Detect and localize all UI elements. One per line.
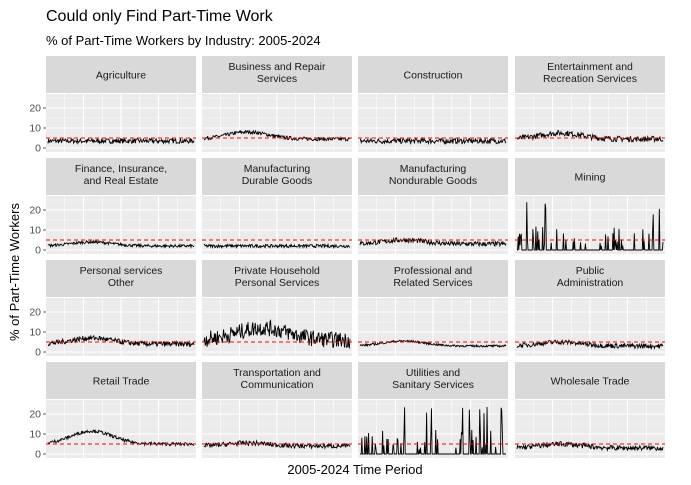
y-tick-label: 20 <box>29 307 41 319</box>
facet-label-wholesale-trade-0: Wholesale Trade <box>551 376 630 388</box>
facet-label-public-administration-0: Public <box>576 265 605 277</box>
facet-strip-business-and-repair-services <box>202 56 352 93</box>
series-line-personal-services-other <box>47 334 195 348</box>
facet-label-entertainment-and-recreation-services-0: Entertainment and <box>547 61 633 73</box>
y-tick-label: 10 <box>29 123 41 135</box>
facet-label-transportation-and-communication-0: Transportation and <box>233 367 321 379</box>
series-line-professional-and-related-services <box>359 339 507 348</box>
facet-strip-public-administration <box>515 260 665 297</box>
facet-strip-personal-services-other <box>46 260 196 297</box>
facet-label-personal-services-other-0: Personal services <box>80 265 163 277</box>
y-axis-title: % of Part-Time Workers <box>7 203 22 341</box>
y-tick-label: 20 <box>29 409 41 421</box>
facet-strip-private-household-personal-services <box>202 260 352 297</box>
facet-strip-utilities-and-sanitary-services <box>358 362 508 399</box>
series-line-construction <box>359 136 507 146</box>
chart-title: Could only Find Part-Time Work <box>46 8 273 25</box>
facet-strip-manufacturing-durable-goods <box>202 158 352 195</box>
facet-strip-finance-insurance-and-real-estate <box>46 158 196 195</box>
facet-label-manufacturing-durable-goods-0: Manufacturing <box>244 163 311 175</box>
y-tick-label: 20 <box>29 103 41 115</box>
facet-label-agriculture-0: Agriculture <box>96 70 146 82</box>
facet-strip-construction <box>358 56 508 93</box>
facet-label-mining-0: Mining <box>575 172 606 184</box>
facet-strip-wholesale-trade <box>515 362 665 399</box>
y-tick-label: 10 <box>29 429 41 441</box>
facet-strip-professional-and-related-services <box>358 260 508 297</box>
facet-label-manufacturing-nondurable-goods-0: Manufacturing <box>400 163 467 175</box>
series-line-agriculture <box>47 137 195 145</box>
y-tick-label: 0 <box>35 245 41 257</box>
facet-label-business-and-repair-services-0: Business and Repair <box>229 61 326 73</box>
facet-label-construction-0: Construction <box>404 70 463 82</box>
facet-label-finance-insurance-and-real-estate-0: Finance, Insurance, <box>75 163 167 175</box>
series-line-public-administration <box>516 339 664 350</box>
series-line-manufacturing-durable-goods <box>203 242 351 250</box>
series-line-utilities-and-sanitary-services <box>360 407 506 455</box>
series-line-wholesale-trade <box>516 441 664 452</box>
facet-strip-entertainment-and-recreation-services <box>515 56 665 93</box>
y-tick-label: 20 <box>29 205 41 217</box>
series-line-private-household-personal-services <box>203 319 351 350</box>
facet-label-finance-insurance-and-real-estate-1: and Real Estate <box>84 175 159 187</box>
facet-strip-agriculture <box>46 56 196 93</box>
facet-label-transportation-and-communication-1: Communication <box>241 379 314 391</box>
facet-label-manufacturing-durable-goods-1: Durable Goods <box>242 175 313 187</box>
facet-label-private-household-personal-services-1: Personal Services <box>235 277 320 289</box>
series-line-mining <box>517 202 664 251</box>
facet-label-professional-and-related-services-1: Related Services <box>393 277 472 289</box>
facet-label-utilities-and-sanitary-services-0: Utilities and <box>406 367 460 379</box>
facet-label-personal-services-other-1: Other <box>108 277 135 289</box>
facet-label-public-administration-1: Administration <box>557 277 624 289</box>
series-line-transportation-and-communication <box>203 439 351 450</box>
facet-label-entertainment-and-recreation-services-1: Recreation Services <box>543 73 637 85</box>
facet-label-private-household-personal-services-0: Private Household <box>234 265 320 277</box>
y-tick-label: 0 <box>35 347 41 359</box>
facet-label-professional-and-related-services-0: Professional and <box>394 265 472 277</box>
series-line-entertainment-and-recreation-services <box>516 129 664 144</box>
facet-strip-retail-trade <box>46 362 196 399</box>
series-line-business-and-repair-services <box>203 129 351 142</box>
series-line-retail-trade <box>47 429 195 448</box>
facet-strip-manufacturing-nondurable-goods <box>358 158 508 195</box>
series-line-finance-insurance-and-real-estate <box>47 239 195 249</box>
facet-label-manufacturing-nondurable-goods-1: Nondurable Goods <box>389 175 477 187</box>
x-axis-title: 2005-2024 Time Period <box>287 462 422 477</box>
chart-subtitle: % of Part-Time Workers by Industry: 2005… <box>46 33 321 48</box>
facet-label-utilities-and-sanitary-services-1: Sanitary Services <box>392 379 474 391</box>
facet-label-business-and-repair-services-1: Services <box>257 73 297 85</box>
y-tick-label: 0 <box>35 143 41 155</box>
y-tick-label: 0 <box>35 449 41 461</box>
y-tick-label: 10 <box>29 225 41 237</box>
series-line-manufacturing-nondurable-goods <box>359 236 507 248</box>
facet-strip-transportation-and-communication <box>202 362 352 399</box>
facet-strip-mining <box>515 158 665 195</box>
facet-label-retail-trade-0: Retail Trade <box>93 376 150 388</box>
y-tick-label: 10 <box>29 327 41 339</box>
